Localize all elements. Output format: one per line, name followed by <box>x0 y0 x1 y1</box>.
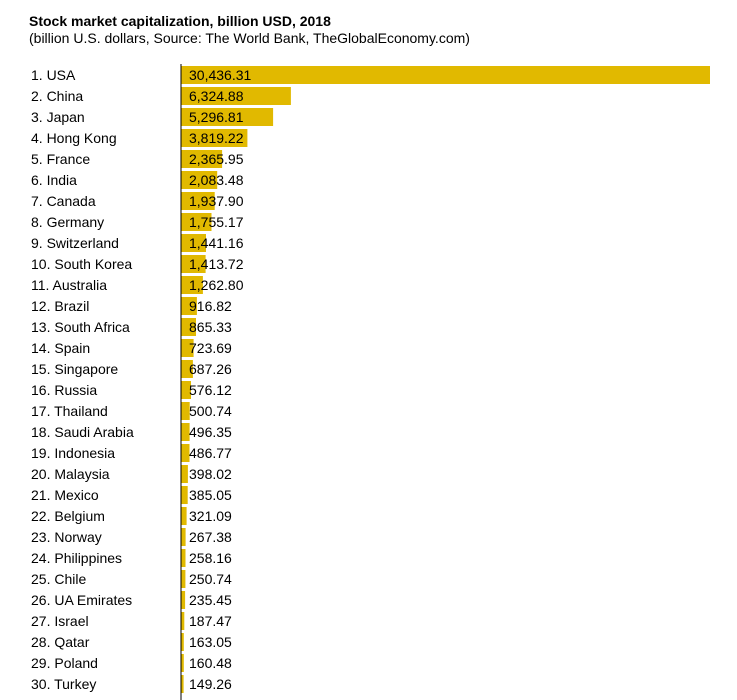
bar <box>181 66 710 84</box>
bar <box>181 255 206 273</box>
value-label: 385.05 <box>189 487 232 503</box>
chart-title: Stock market capitalization, billion USD… <box>29 13 331 29</box>
value-label: 321.09 <box>189 508 232 524</box>
bar <box>181 570 186 588</box>
value-label: 1,937.90 <box>189 193 244 209</box>
category-label: 16. Russia <box>31 382 97 398</box>
value-label: 687.26 <box>189 361 232 377</box>
category-label: 14. Spain <box>31 340 90 356</box>
category-label: 21. Mexico <box>31 487 99 503</box>
bar <box>181 549 186 567</box>
bar <box>181 402 190 420</box>
bar <box>181 318 196 336</box>
category-label: 23. Norway <box>31 529 102 545</box>
category-label: 10. South Korea <box>31 256 132 272</box>
value-label: 5,296.81 <box>189 109 244 125</box>
bar <box>181 612 185 630</box>
bar <box>181 360 193 378</box>
chart-subtitle: (billion U.S. dollars, Source: The World… <box>29 30 470 46</box>
category-label: 12. Brazil <box>31 298 89 314</box>
bar <box>181 528 186 546</box>
value-label: 865.33 <box>189 319 232 335</box>
category-label: 4. Hong Kong <box>31 130 117 146</box>
bar <box>181 87 291 105</box>
bar <box>181 486 188 504</box>
bar <box>181 444 190 462</box>
value-label: 30,436.31 <box>189 67 251 83</box>
bar <box>181 276 203 294</box>
bar <box>181 297 197 315</box>
value-label: 496.35 <box>189 424 232 440</box>
category-label: 26. UA Emirates <box>31 592 132 608</box>
bar <box>181 465 188 483</box>
value-label: 187.47 <box>189 613 232 629</box>
value-label: 149.26 <box>189 676 232 692</box>
bar <box>181 423 190 441</box>
value-label: 723.69 <box>189 340 232 356</box>
value-label: 500.74 <box>189 403 232 419</box>
category-label: 22. Belgium <box>31 508 105 524</box>
value-label: 1,441.16 <box>189 235 244 251</box>
category-label: 1. USA <box>31 67 76 83</box>
category-label: 20. Malaysia <box>31 466 110 482</box>
bar <box>181 171 218 189</box>
category-label: 11. Australia <box>31 277 107 293</box>
bar <box>181 633 184 651</box>
bar <box>181 108 274 126</box>
bar <box>181 192 215 210</box>
bar <box>181 213 212 231</box>
value-label: 1,755.17 <box>189 214 244 230</box>
value-label: 160.48 <box>189 655 232 671</box>
bar <box>181 654 184 672</box>
value-label: 1,413.72 <box>189 256 244 272</box>
category-label: 5. France <box>31 151 90 167</box>
value-label: 250.74 <box>189 571 232 587</box>
bar <box>181 339 194 357</box>
bar <box>181 129 248 147</box>
category-label: 27. Israel <box>31 613 89 629</box>
category-label: 6. India <box>31 172 77 188</box>
category-label: 18. Saudi Arabia <box>31 424 134 440</box>
value-label: 2,365.95 <box>189 151 244 167</box>
bar <box>181 591 186 609</box>
value-label: 2,083.48 <box>189 172 244 188</box>
bar <box>181 507 187 525</box>
value-label: 267.38 <box>189 529 232 545</box>
value-label: 398.02 <box>189 466 232 482</box>
bar <box>181 675 184 693</box>
category-label: 8. Germany <box>31 214 104 230</box>
category-label: 25. Chile <box>31 571 86 587</box>
category-label: 13. South Africa <box>31 319 130 335</box>
bar <box>181 381 191 399</box>
bar <box>181 150 223 168</box>
value-label: 6,324.88 <box>189 88 244 104</box>
value-label: 916.82 <box>189 298 232 314</box>
category-label: 17. Thailand <box>31 403 108 419</box>
bar <box>181 234 206 252</box>
category-label: 29. Poland <box>31 655 98 671</box>
category-label: 2. China <box>31 88 83 104</box>
category-label: 9. Switzerland <box>31 235 119 251</box>
category-label: 30. Turkey <box>31 676 96 692</box>
value-label: 235.45 <box>189 592 232 608</box>
value-label: 486.77 <box>189 445 232 461</box>
value-label: 3,819.22 <box>189 130 244 146</box>
category-label: 28. Qatar <box>31 634 90 650</box>
category-label: 24. Philippines <box>31 550 122 566</box>
value-label: 258.16 <box>189 550 232 566</box>
value-label: 1,262.80 <box>189 277 244 293</box>
value-label: 576.12 <box>189 382 232 398</box>
category-label: 15. Singapore <box>31 361 118 377</box>
value-label: 163.05 <box>189 634 232 650</box>
category-label: 3. Japan <box>31 109 85 125</box>
category-label: 19. Indonesia <box>31 445 115 461</box>
category-label: 7. Canada <box>31 193 96 209</box>
